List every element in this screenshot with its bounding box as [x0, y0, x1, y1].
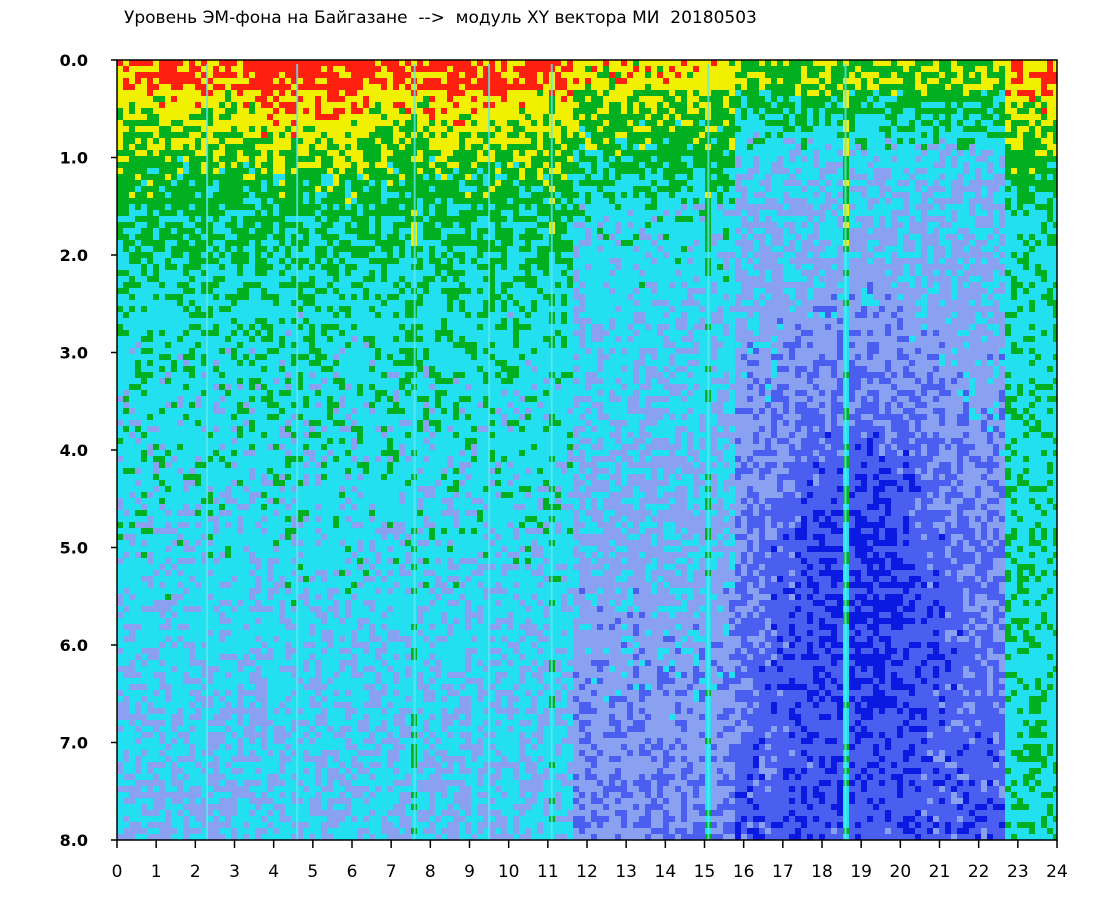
y-tick-label: 0.0 — [60, 51, 88, 70]
x-tick-label: 13 — [615, 862, 637, 882]
y-tick-label: 2.0 — [60, 246, 88, 265]
x-tick-label: 11 — [537, 862, 559, 882]
y-tick-label: 3.0 — [60, 344, 88, 363]
y-tick-label: 5.0 — [60, 539, 88, 558]
x-tick-label: 18 — [811, 862, 833, 882]
x-tick-label: 17 — [772, 862, 794, 882]
x-axis: 0 1 2 3 4 5 6 7 8 9 10 11 12 13 14 15 16 17 18 19 20 21 22 23 24 — [112, 840, 1068, 882]
x-tick-label: 4 — [268, 862, 279, 882]
x-tick-label: 16 — [733, 862, 755, 882]
y-tick-label: 1.0 — [60, 149, 88, 168]
y-tick-label: 6.0 — [60, 636, 88, 655]
y-tick-label: 8.0 — [60, 831, 88, 850]
x-tick-label: 14 — [655, 862, 677, 882]
x-tick-label: 10 — [498, 862, 520, 882]
x-tick-label: 8 — [425, 862, 436, 882]
x-tick-label: 23 — [1007, 862, 1029, 882]
x-tick-label: 2 — [190, 862, 201, 882]
x-tick-label: 3 — [229, 862, 240, 882]
x-tick-label: 15 — [694, 862, 716, 882]
x-tick-label: 19 — [850, 862, 872, 882]
x-tick-label: 1 — [151, 862, 162, 882]
x-tick-label: 7 — [386, 862, 397, 882]
x-tick-label: 20 — [890, 862, 912, 882]
x-tick-label: 22 — [968, 862, 990, 882]
x-tick-label: 24 — [1046, 862, 1068, 882]
y-tick-label: 7.0 — [60, 734, 88, 753]
x-tick-label: 21 — [929, 862, 951, 882]
x-tick-label: 12 — [576, 862, 598, 882]
y-axis: 0.0 1.0 2.0 3.0 4.0 5.0 6.0 7.0 8.0 — [60, 51, 117, 850]
heatmap-layer — [117, 60, 1057, 840]
x-tick-label: 6 — [347, 862, 358, 882]
x-tick-label: 5 — [307, 862, 318, 882]
x-tick-label: 9 — [464, 862, 475, 882]
x-tick-label: 0 — [112, 862, 123, 882]
y-tick-label: 4.0 — [60, 441, 88, 460]
chart-title: Уровень ЭМ-фона на Байгазане --> модуль … — [124, 8, 757, 28]
